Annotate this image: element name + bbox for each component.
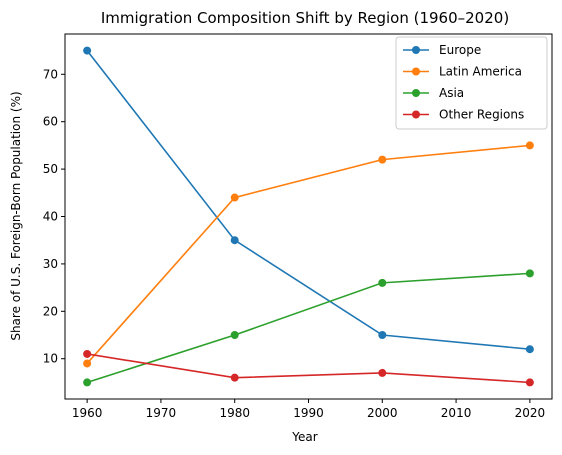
legend: Europe Latin America Asia Other Regions <box>395 36 548 130</box>
data-point-latin-america <box>378 155 387 164</box>
x-tick-label: 1970 <box>146 406 177 420</box>
data-point-latin-america <box>83 359 92 368</box>
data-point-latin-america <box>230 193 239 202</box>
data-point-other-regions <box>230 373 239 382</box>
legend-swatch-marker <box>412 110 420 119</box>
series-layer <box>83 46 534 387</box>
y-tick-label: 20 <box>43 304 58 318</box>
data-point-europe <box>525 345 534 354</box>
legend-item-europe: Europe <box>403 43 481 57</box>
legend-item-asia: Asia <box>403 86 464 100</box>
y-tick-label: 70 <box>43 67 58 81</box>
x-tick-label: 2000 <box>367 406 398 420</box>
y-tick-label: 50 <box>43 162 58 176</box>
legend-label: Asia <box>439 86 464 100</box>
data-point-asia <box>230 331 239 340</box>
series-line-europe <box>86 50 530 351</box>
chart-title: Immigration Composition Shift by Region … <box>101 9 509 27</box>
x-axis-label: Year <box>291 430 317 444</box>
x-tick-label: 1990 <box>293 406 324 420</box>
x-tick-label: 1960 <box>72 406 103 420</box>
legend-swatch-marker <box>412 67 420 76</box>
y-tick-label: 40 <box>43 210 58 224</box>
legend-item-other-regions: Other Regions <box>403 108 524 122</box>
data-point-other-regions <box>378 368 387 377</box>
y-tick-label: 10 <box>43 352 58 366</box>
data-point-europe <box>83 46 92 55</box>
legend-label: Other Regions <box>439 108 524 122</box>
legend-swatch-marker <box>412 46 420 54</box>
data-point-latin-america <box>525 141 534 150</box>
y-axis-label: Share of U.S. Foreign-Born Population (%… <box>9 91 23 340</box>
series-line-asia <box>86 272 530 384</box>
data-point-other-regions <box>83 349 92 358</box>
legend-label: Latin America <box>439 65 522 79</box>
legend-swatch-marker <box>412 89 420 97</box>
y-tick-label: 30 <box>43 257 58 271</box>
data-point-asia <box>378 278 387 287</box>
data-point-europe <box>230 236 239 245</box>
data-point-other-regions <box>525 378 534 387</box>
legend-label: Europe <box>439 43 481 57</box>
x-tick-label: 2020 <box>515 406 546 420</box>
data-point-asia <box>525 269 534 278</box>
series-line-other-regions <box>87 353 530 384</box>
y-tick-label: 60 <box>43 115 58 129</box>
data-point-asia <box>83 378 92 387</box>
series-line-latin-america <box>86 144 530 364</box>
legend-item-latin-america: Latin America <box>403 65 522 79</box>
legend-frame <box>395 36 548 130</box>
data-point-europe <box>378 331 387 340</box>
x-tick-label: 1980 <box>219 406 250 420</box>
x-tick-label: 2010 <box>441 406 472 420</box>
y-axis: 10 20 30 40 50 60 70 <box>43 67 65 366</box>
x-axis: 1960 1970 1980 1990 2000 2010 2020 <box>72 399 545 420</box>
